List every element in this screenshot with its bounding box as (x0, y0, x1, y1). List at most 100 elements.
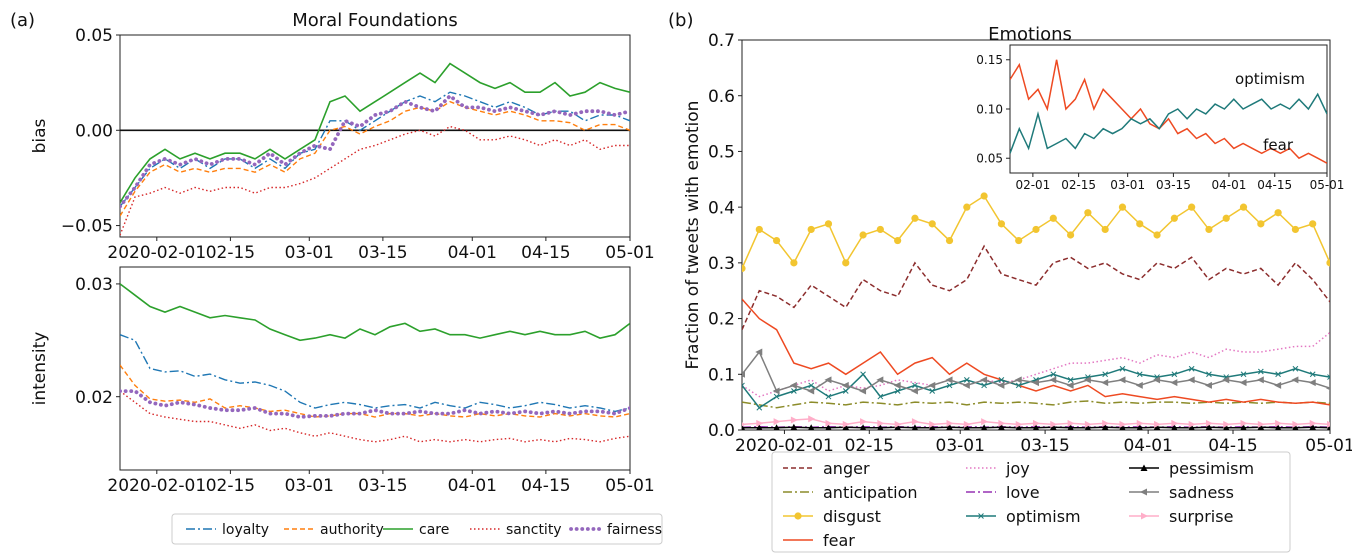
bias-xtick-label: 02-15 (206, 243, 255, 263)
emotions-series-sadness-marker (772, 387, 780, 395)
emotions-series-pessimism-marker (790, 423, 798, 430)
intensity-xtick-label: 05-01 (605, 476, 654, 496)
inset-series-optimism (1010, 92, 1327, 154)
emotions-series-disgust-marker (894, 236, 902, 245)
intensity-xtick-label: 04-15 (521, 476, 570, 496)
emotions-series-disgust-marker (1291, 225, 1300, 234)
emotions-series-pessimism-marker (877, 424, 884, 430)
emotions-series-sadness-marker (1256, 376, 1264, 384)
emotions-series-disgust-marker (807, 225, 815, 234)
emotions-xtick-label: 04-01 (1123, 436, 1172, 456)
emotions-series-disgust-marker (742, 264, 746, 273)
emotions-series-sadness-marker (980, 376, 988, 384)
emotions-series-sadness-marker (1274, 381, 1282, 389)
inset-xtick-label: 02-15 (1061, 178, 1096, 192)
emotions-series-surprise-marker (742, 422, 746, 427)
emotions-series-anger (742, 244, 1330, 331)
emotions-series-sadness-marker (876, 376, 884, 384)
emotions-series-optimism-marker (1188, 365, 1195, 372)
emotions-series-sadness-marker (1187, 376, 1195, 384)
legend-item-fear: fear (823, 531, 855, 550)
emotions-series-optimism-marker (1309, 371, 1316, 378)
emotions-series-disgust-marker (928, 220, 936, 228)
emotions-series-optimism-marker (842, 388, 849, 394)
legend-item-anticipation: anticipation (823, 483, 918, 502)
emotions-series-pessimism-marker (1275, 424, 1282, 430)
emotions-series-group (742, 192, 1330, 430)
emotions-xtick-label: 2020-02-01 (735, 436, 834, 456)
intensity-xtick-label: 2020-02-01 (107, 476, 206, 496)
moral-legend-frame (171, 513, 663, 545)
intensity-series-fairness (120, 389, 630, 419)
emotions-series-disgust-marker (1222, 214, 1230, 222)
emotions-series-disgust-marker (997, 220, 1006, 228)
legend-item-pessimism: pessimism (1169, 459, 1254, 478)
emotions-series-surprise-marker (877, 419, 885, 427)
emotions-series-surprise-marker (842, 420, 850, 428)
emotions-series-disgust-marker (945, 236, 954, 245)
legend-item-optimism: optimism (1006, 507, 1081, 526)
emotions-series-optimism-marker (946, 382, 953, 389)
emotions-series-sadness-marker (962, 381, 970, 389)
emotions-series-optimism-marker (912, 382, 918, 389)
emotions-series-disgust-marker (755, 225, 763, 234)
emotions-series-surprise-marker (1033, 419, 1040, 427)
emotions-series-disgust-marker (876, 225, 884, 234)
legend-sample-surprise-marker (1141, 512, 1148, 520)
legend-sample-pessimism-marker (1140, 464, 1148, 471)
intensity-xtick-label: 03-15 (358, 476, 407, 496)
emotions-ytick-label: 0.7 (708, 31, 735, 51)
emotions-series-pessimism-marker (742, 424, 746, 430)
inset-annotation-fear: fear (1263, 136, 1294, 154)
emotions-ytick-label: 0.6 (708, 87, 735, 107)
emotions-series-surprise-marker (1102, 419, 1110, 427)
bias-series-care (120, 62, 630, 204)
bias-title: Moral Foundations (292, 10, 458, 31)
emotions-series-optimism-marker (1257, 368, 1264, 375)
emotions-series-pessimism-marker (1257, 423, 1265, 430)
intensity-ylabel: intensity (30, 332, 50, 406)
emotions-series-disgust-marker (911, 214, 919, 222)
emotions-series-disgust-marker (1015, 236, 1023, 245)
emotions-series-sadness-marker (1170, 379, 1178, 387)
emotions-series-sadness-marker (928, 381, 936, 389)
inset-series-fear (1010, 59, 1327, 164)
emotions-series-surprise-marker (1154, 420, 1162, 428)
panel-a-label: (a) (10, 10, 35, 31)
emotions-series-pessimism-marker (825, 424, 832, 430)
emotions-series-disgust-marker (772, 236, 781, 245)
emotions-series-disgust-marker (1049, 214, 1057, 222)
emotions-ytick-label: 0.5 (708, 143, 735, 163)
emotions-series-optimism-marker (773, 393, 780, 400)
emotions-series-optimism-marker (981, 382, 987, 389)
legend-sample-sadness-marker (1140, 488, 1147, 496)
emotions-series-optimism-marker (1171, 371, 1178, 378)
emotions-ytick-label: 0.1 (708, 365, 735, 385)
intensity-series-group (120, 283, 630, 443)
intensity-xtick-label: 04-01 (448, 476, 497, 496)
intensity-ytick-label: 0.02 (75, 388, 113, 408)
emotions-series-optimism-marker (1015, 382, 1022, 389)
emotions-ytick-label: 0.4 (708, 198, 735, 218)
emotions-series-disgust-marker (1136, 220, 1144, 228)
emotions-series-surprise-marker (1223, 420, 1231, 428)
intensity-plot-frame (119, 266, 631, 471)
emotions-series-surprise-marker (1119, 420, 1127, 428)
emotions-series-pessimism-marker (1188, 424, 1195, 430)
bias-ytick-label: −0.05 (61, 217, 113, 237)
emotions-series-sadness-marker (789, 381, 797, 389)
emotions-series-surprise-marker (773, 418, 781, 426)
emotions-series-pessimism-marker (911, 424, 919, 430)
emotions-series-pessimism-marker (859, 424, 867, 430)
emotions-series-disgust-marker (963, 203, 971, 211)
emotions-series-surprise-marker (1067, 419, 1075, 427)
legend-item-fairness: fairness (607, 522, 662, 538)
emotions-series-disgust-marker (1257, 220, 1265, 228)
emotions-series-optimism-marker (1067, 377, 1074, 383)
emotions-series-surprise-marker (860, 418, 868, 426)
legend-item-sadness: sadness (1169, 483, 1234, 502)
emotions-series-surprise-marker (825, 419, 833, 427)
inset-plot-frame (1009, 44, 1328, 174)
emotions-series-optimism-marker (998, 377, 1005, 383)
emotions-series-surprise-marker (894, 420, 902, 428)
